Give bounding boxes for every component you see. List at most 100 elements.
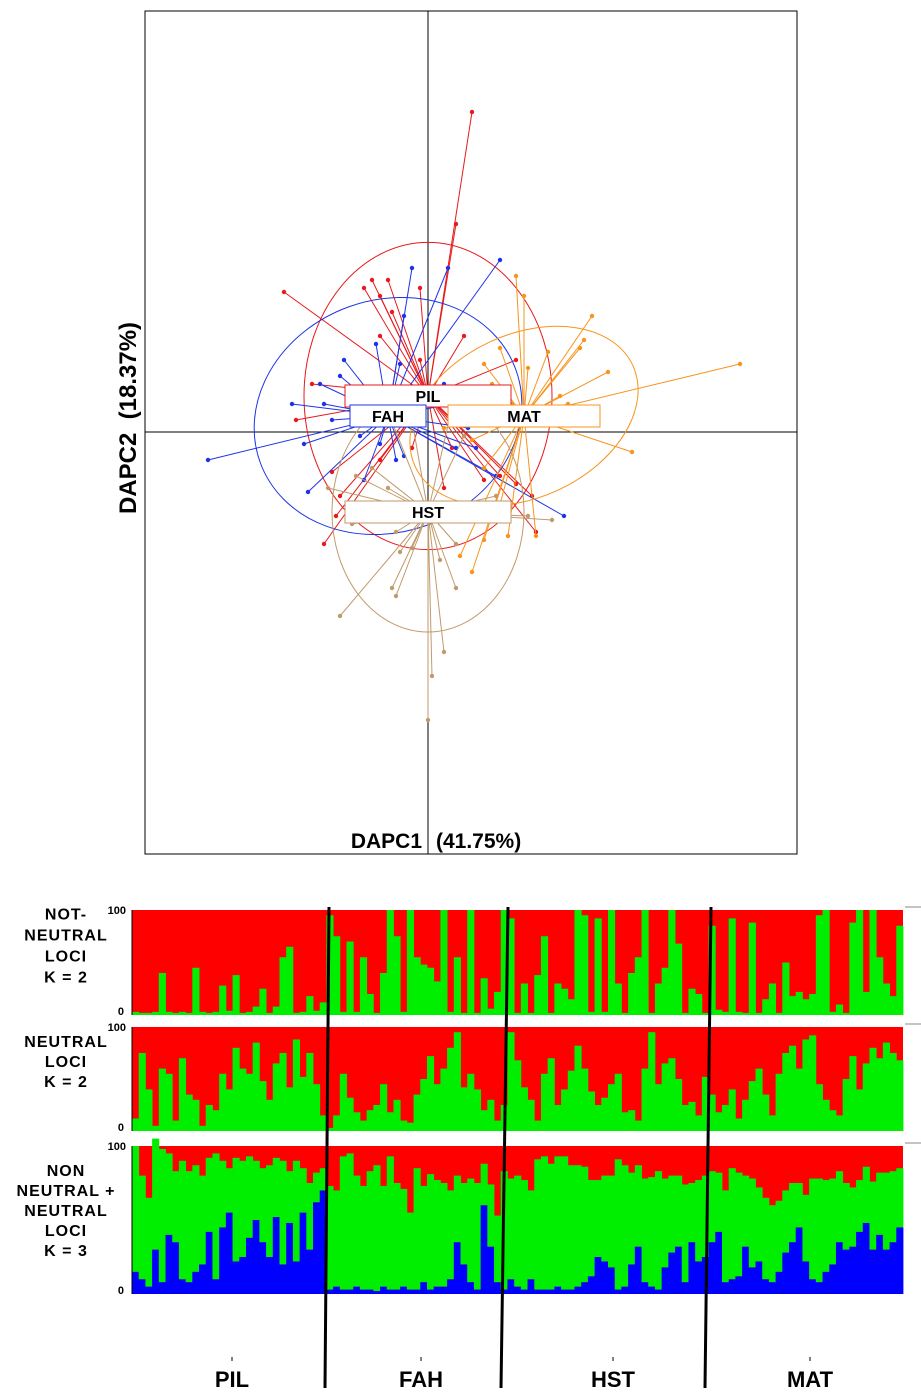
bar-segment-blue xyxy=(654,1289,663,1294)
bar-segment-green xyxy=(400,1011,408,1015)
bar-segment-green xyxy=(292,1039,301,1131)
bar-segment-green xyxy=(648,1177,656,1287)
bar-segment-green xyxy=(728,918,736,1015)
structure-panel-3: 100 0 NON NEUTRAL + NEUTRAL LOCI K = 3 xyxy=(17,1138,921,1297)
bar-segment-green xyxy=(882,1042,890,1131)
bar-segment-green xyxy=(487,1008,495,1015)
bar-segment-blue xyxy=(359,1289,368,1294)
data-point xyxy=(385,485,391,491)
data-point xyxy=(505,533,511,539)
star-segment xyxy=(411,419,429,513)
bar-segment-green xyxy=(520,983,528,1015)
bar-segment-green xyxy=(299,1076,307,1131)
bar-segment-green xyxy=(380,973,388,1015)
bar-segment-blue xyxy=(299,1212,307,1294)
bar-segment-green xyxy=(829,1011,837,1015)
bar-segment-green xyxy=(775,1073,783,1131)
bar-segment-green xyxy=(286,946,294,1015)
bar-segment-green xyxy=(393,1099,401,1131)
bar-segment-green xyxy=(373,1012,381,1015)
x-tick-label-mat: MAT xyxy=(787,1367,834,1392)
bar-segment-green xyxy=(400,1188,408,1287)
bar-segment-green xyxy=(192,967,200,1015)
bar-segment-blue xyxy=(232,1261,240,1294)
bar-segment-green xyxy=(460,1012,468,1015)
bar-segment-green xyxy=(768,1205,777,1283)
bar-segment-blue xyxy=(648,1286,656,1294)
star-segment xyxy=(427,395,445,489)
bar-segment-green xyxy=(467,1073,475,1131)
bar-segment-green xyxy=(494,1120,502,1131)
bar-segment-blue xyxy=(178,1279,187,1294)
bar-segment-green xyxy=(393,1183,401,1290)
star-segment xyxy=(427,511,433,677)
bar-segment-blue xyxy=(675,1246,683,1294)
bar-segment-blue xyxy=(567,1289,575,1294)
bar-segment-blue xyxy=(889,1242,897,1294)
bar-segment-blue xyxy=(460,1264,468,1294)
star-segment xyxy=(523,415,537,537)
star-segment xyxy=(427,111,473,397)
bar-segment-green xyxy=(782,962,790,1015)
star-segment xyxy=(499,415,525,505)
bar-segment-green xyxy=(567,1070,575,1131)
data-point xyxy=(289,401,295,407)
bar-segment-blue xyxy=(413,1289,421,1294)
bar-segment-green xyxy=(433,1084,441,1131)
bar-segment-blue xyxy=(835,1242,844,1294)
bar-segment-green xyxy=(420,964,428,1015)
bar-segment-green xyxy=(225,1010,233,1015)
bar-segment-blue xyxy=(514,1286,522,1294)
bar-segment-green xyxy=(420,1079,428,1131)
bar-segment-green xyxy=(534,975,542,1015)
data-point xyxy=(337,613,343,619)
bar-segment-blue xyxy=(896,1227,904,1294)
data-point xyxy=(469,569,475,575)
y-tick-100: 100 xyxy=(108,1022,126,1034)
bar-segment-green xyxy=(158,973,166,1015)
star-segment xyxy=(523,315,593,417)
bar-segment-green xyxy=(742,1012,750,1015)
bar-segment-blue xyxy=(158,1282,166,1294)
structure-barplot: 100 0 NOT- NEUTRAL LOCI K = 2 100 0 NEUTRAL LOCI K… xyxy=(17,905,921,1392)
bar-segment-green xyxy=(768,1115,777,1131)
bar-segment-green xyxy=(232,1157,240,1262)
panel-label-line: K = 2 xyxy=(44,970,88,987)
bar-segment-green xyxy=(594,918,602,1015)
data-point xyxy=(473,445,479,451)
bar-segment-green xyxy=(406,1212,414,1290)
y-tick-100: 100 xyxy=(108,1141,126,1153)
bar-segment-green xyxy=(239,1068,247,1131)
bar-segment-blue xyxy=(594,1257,602,1294)
bar-segment-green xyxy=(789,996,797,1015)
star-segment xyxy=(363,287,429,397)
bar-segment-green xyxy=(614,1159,622,1290)
bar-segment-green xyxy=(426,967,435,1015)
bar-segment-blue xyxy=(172,1242,180,1294)
bar-segment-green xyxy=(856,1180,864,1232)
bar-segment-green xyxy=(889,996,897,1015)
y-tick-100: 100 xyxy=(108,905,126,917)
bar-segment-green xyxy=(554,1156,562,1287)
bar-segment-green xyxy=(581,915,589,1015)
bar-segment-blue xyxy=(587,1276,595,1294)
bar-segment-green xyxy=(782,1053,790,1131)
bar-segment-blue xyxy=(473,1289,482,1294)
bar-segment-green xyxy=(614,1073,622,1131)
bar-segment-green xyxy=(353,1175,361,1287)
bar-segment-green xyxy=(782,1190,790,1253)
bar-segment-green xyxy=(594,1105,602,1131)
bar-segment-green xyxy=(306,1053,314,1131)
bar-segment-green xyxy=(152,1138,160,1250)
bar-segment-blue xyxy=(795,1227,803,1294)
structure-panels: 100 0 NOT- NEUTRAL LOCI K = 2 100 0 NEUTRAL LOCI K… xyxy=(17,905,921,1297)
panel-label-line: NEUTRAL xyxy=(24,1203,107,1220)
bar-segment-blue xyxy=(339,1289,347,1294)
bar-segment-green xyxy=(500,910,508,1015)
panel-label-line: LOCI xyxy=(45,1223,87,1240)
bar-segment-green xyxy=(313,1010,321,1015)
data-point xyxy=(317,381,323,387)
bar-segment-green xyxy=(346,1097,354,1131)
bar-segment-green xyxy=(266,1012,274,1015)
bar-segment-blue xyxy=(715,1231,723,1294)
